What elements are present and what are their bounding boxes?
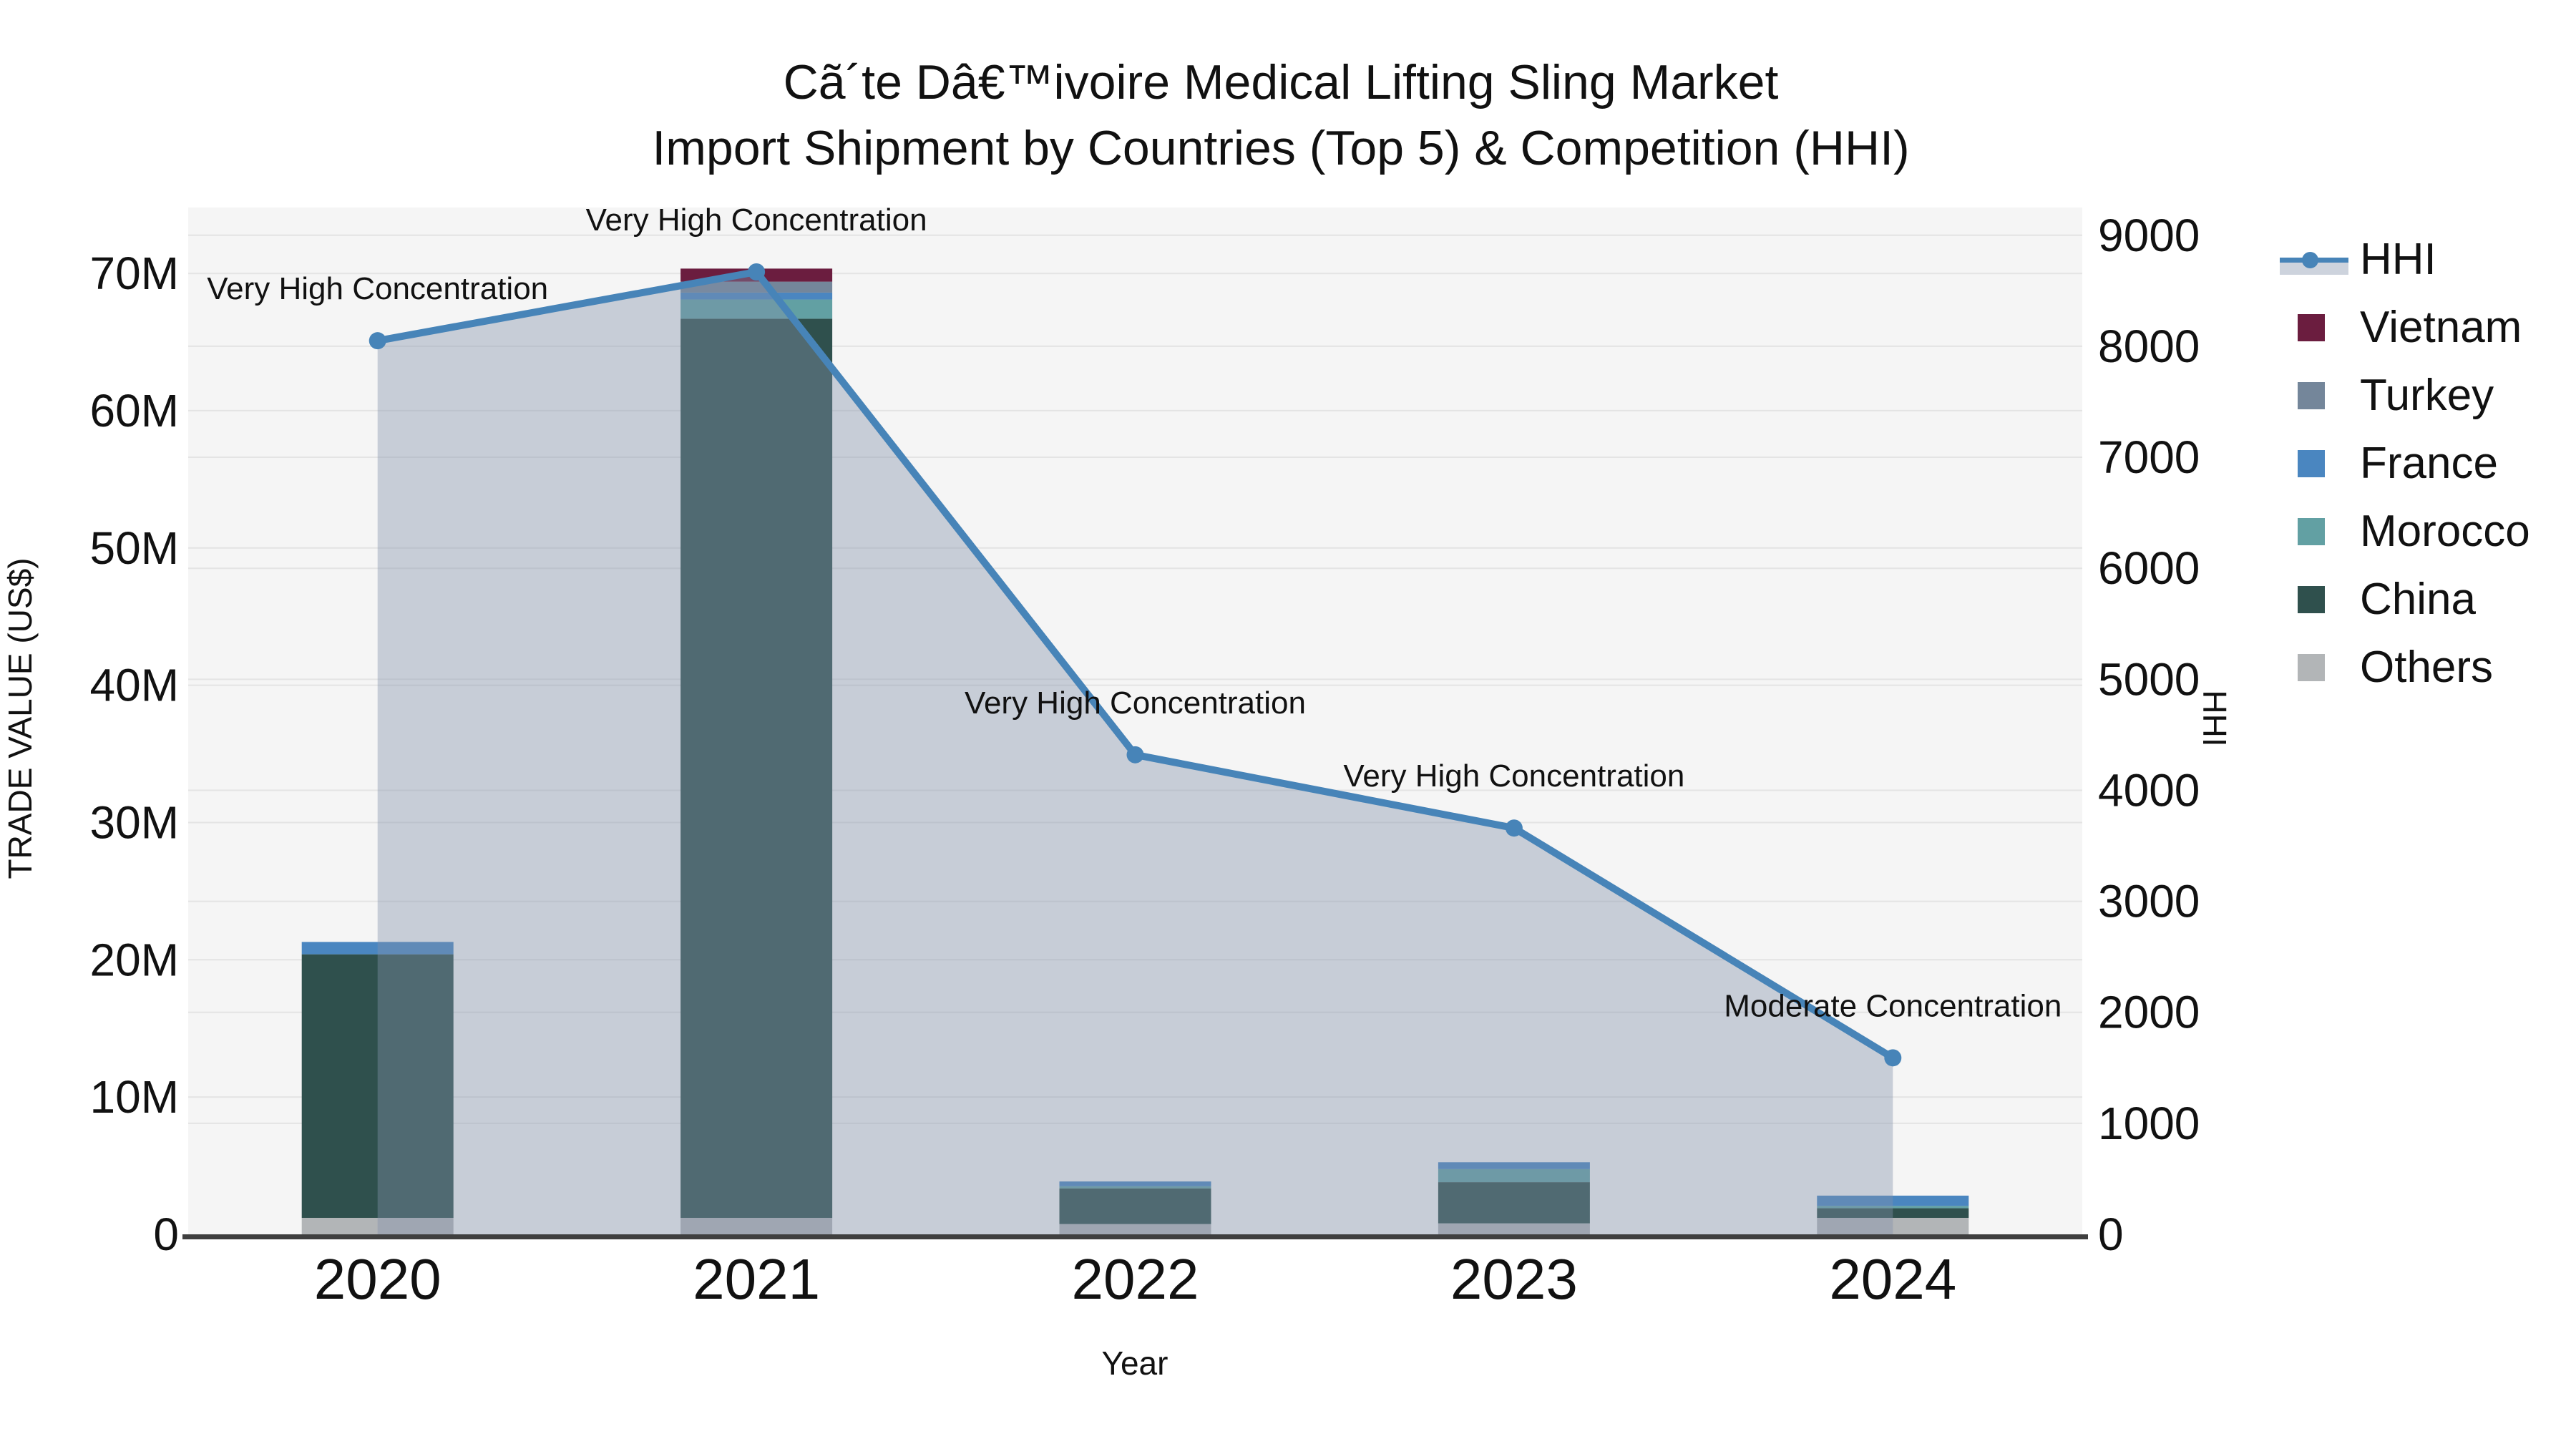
bar-segment-2024-others [1817, 1217, 1969, 1234]
bar-segment-2020-china [301, 954, 454, 1218]
right-tick-2000: 2000 [2098, 987, 2200, 1038]
bar-segment-2022-china [1059, 1188, 1211, 1224]
right-tick-4000: 4000 [2098, 764, 2200, 816]
bar-segment-2023-china [1438, 1182, 1590, 1224]
legend-item-turkey: Turkey [2275, 361, 2530, 429]
right-axis-title: HHI [2196, 690, 2233, 747]
bar-segment-2022-morocco [1059, 1186, 1211, 1189]
x-tick-2022: 2022 [1072, 1247, 1199, 1311]
left-tick-10M: 10M [90, 1071, 180, 1123]
bar-segment-2024-china [1817, 1208, 1969, 1218]
annotation-2021: Very High Concentration [586, 203, 927, 238]
legend-item-vietnam: Vietnam [2275, 293, 2530, 361]
legend-swatch-china [2298, 585, 2325, 613]
legend-item-hhi: HHI [2275, 225, 2530, 293]
legend-swatch-turkey [2298, 381, 2325, 409]
x-axis-line [182, 1234, 2088, 1239]
bar-segment-2021-china [680, 318, 833, 1218]
right-tick-8000: 8000 [2098, 321, 2200, 372]
bar-segment-2023-others [1438, 1223, 1590, 1234]
legend-swatch-morocco [2298, 517, 2325, 545]
hhi-marker-2024 [1884, 1049, 1902, 1067]
hhi-marker-2021 [748, 263, 766, 280]
color-swatch-icon [2275, 510, 2348, 553]
legend: HHI Vietnam Turkey France Morocco China Others [2275, 225, 2530, 701]
hhi-marker-2023 [1505, 819, 1523, 837]
annotation-2022: Very High Concentration [965, 686, 1306, 721]
bar-segment-2021-others [680, 1217, 833, 1234]
x-tick-2023: 2023 [1450, 1247, 1578, 1311]
legend-item-others: Others [2275, 633, 2530, 701]
left-tick-50M: 50M [90, 522, 180, 574]
left-tick-40M: 40M [90, 660, 180, 711]
x-axis-title: Year [1101, 1345, 1169, 1382]
left-tick-0: 0 [153, 1209, 179, 1260]
bar-segment-2024-france [1817, 1195, 1969, 1206]
color-swatch-icon [2275, 306, 2348, 349]
legend-swatch-vietnam [2298, 313, 2325, 341]
x-tick-2024: 2024 [1829, 1247, 1956, 1311]
legend-swatch-others [2298, 653, 2325, 681]
hhi-legend-fill [2280, 262, 2348, 275]
right-tick-6000: 6000 [2098, 542, 2200, 594]
bar-segment-2022-others [1059, 1224, 1211, 1234]
right-tick-5000: 5000 [2098, 653, 2200, 705]
bar-segment-2023-france [1438, 1162, 1590, 1169]
bar-segment-2023-morocco [1438, 1169, 1590, 1183]
hhi-marker-2022 [1126, 746, 1144, 763]
chart-title: Cã´te Dâ€™ivoire Medical Lifting Sling M… [783, 55, 1779, 109]
legend-label-china: China [2360, 575, 2476, 624]
right-tick-1000: 1000 [2098, 1098, 2200, 1149]
annotation-2024: Moderate Concentration [1724, 988, 2062, 1023]
left-tick-30M: 30M [90, 796, 180, 848]
right-tick-9000: 9000 [2098, 210, 2200, 261]
bar-segment-2022-france [1059, 1181, 1211, 1186]
color-swatch-icon [2275, 374, 2348, 417]
legend-label-morocco: Morocco [2360, 507, 2530, 556]
legend-item-china: China [2275, 565, 2530, 633]
legend-label-france: France [2360, 439, 2498, 488]
legend-swatch-france [2298, 449, 2325, 477]
legend-label-turkey: Turkey [2360, 371, 2494, 420]
bar-segment-2020-others [301, 1217, 454, 1234]
plot-background [188, 208, 2082, 1234]
right-tick-0: 0 [2098, 1209, 2124, 1260]
color-swatch-icon [2275, 578, 2348, 621]
bar-segment-2021-morocco [680, 299, 833, 319]
left-tick-20M: 20M [90, 934, 180, 985]
left-tick-60M: 60M [90, 385, 180, 436]
color-swatch-icon [2275, 442, 2348, 485]
bar-segment-2020-france [301, 942, 454, 955]
annotation-2023: Very High Concentration [1343, 758, 1684, 794]
x-tick-2020: 2020 [314, 1247, 441, 1311]
hhi-area-fill [377, 271, 1893, 1234]
left-axis-title: TRADE VALUE (US$) [1, 557, 39, 879]
right-tick-7000: 7000 [2098, 431, 2200, 483]
bar-segment-2021-france [680, 292, 833, 300]
legend-label-others: Others [2360, 643, 2494, 692]
chart-subtitle: Import Shipment by Countries (Top 5) & C… [652, 121, 1910, 175]
bar-segment-2021-turkey [680, 281, 833, 293]
legend-item-france: France [2275, 429, 2530, 497]
bar-segment-2024-morocco [1817, 1206, 1969, 1209]
right-tick-3000: 3000 [2098, 876, 2200, 927]
legend-item-morocco: Morocco [2275, 497, 2530, 565]
hhi-line-sample-icon [2275, 238, 2348, 281]
legend-label-vietnam: Vietnam [2360, 303, 2522, 352]
left-tick-70M: 70M [90, 248, 180, 299]
hhi-legend-marker [2302, 251, 2318, 268]
x-tick-2021: 2021 [693, 1247, 820, 1311]
annotation-2020: Very High Concentration [207, 271, 548, 306]
hhi-marker-2020 [369, 332, 386, 350]
legend-label-hhi: HHI [2360, 235, 2436, 284]
color-swatch-icon [2275, 646, 2348, 689]
